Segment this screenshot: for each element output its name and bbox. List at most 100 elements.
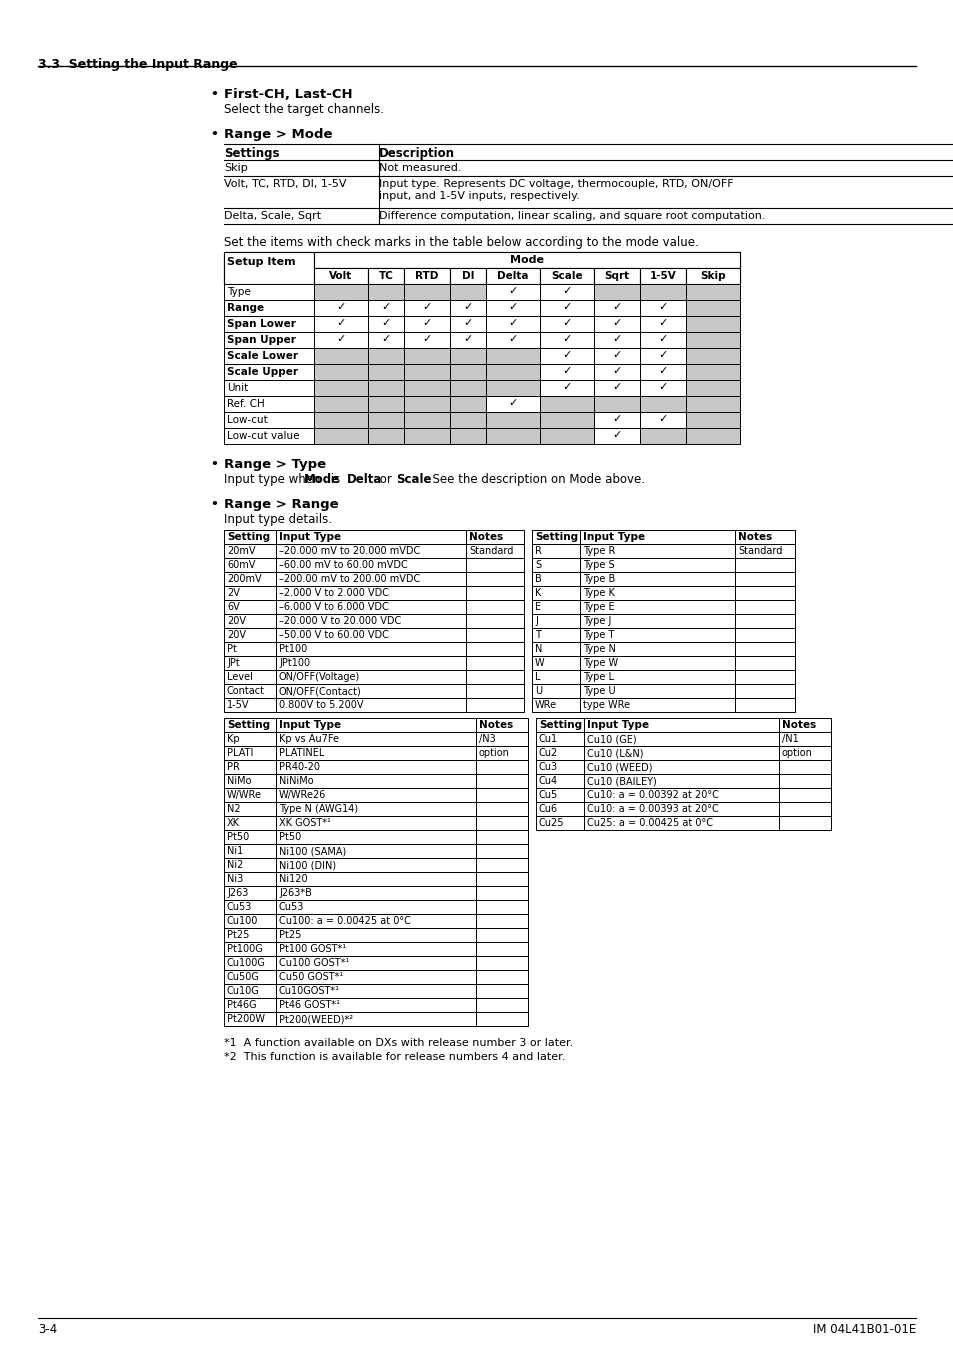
Bar bbox=[368, 412, 403, 428]
Bar bbox=[368, 332, 403, 348]
Bar bbox=[476, 802, 527, 815]
Bar bbox=[485, 300, 539, 316]
Bar bbox=[594, 300, 639, 316]
Text: Span Lower: Span Lower bbox=[227, 319, 295, 329]
Text: W: W bbox=[535, 657, 544, 668]
Bar bbox=[639, 348, 685, 364]
Bar bbox=[224, 998, 275, 1012]
Text: Input Type: Input Type bbox=[582, 532, 644, 541]
Bar bbox=[532, 628, 579, 643]
Text: /N3: /N3 bbox=[478, 734, 496, 744]
Bar bbox=[275, 760, 476, 774]
Bar bbox=[275, 942, 476, 956]
Bar bbox=[224, 747, 275, 760]
Text: –200.00 mV to 200.00 mVDC: –200.00 mV to 200.00 mVDC bbox=[278, 574, 420, 585]
Bar bbox=[275, 971, 476, 984]
Bar bbox=[224, 599, 275, 614]
Bar bbox=[639, 300, 685, 316]
Text: N2: N2 bbox=[227, 805, 240, 814]
Bar bbox=[734, 643, 794, 656]
Bar bbox=[485, 269, 539, 284]
Text: Pt100: Pt100 bbox=[278, 644, 307, 653]
Bar bbox=[685, 284, 740, 300]
Bar bbox=[539, 428, 594, 444]
Bar bbox=[275, 643, 465, 656]
Text: T: T bbox=[535, 630, 540, 640]
Text: ✓: ✓ bbox=[561, 350, 571, 360]
Text: ✓: ✓ bbox=[612, 350, 621, 360]
Text: Ni1: Ni1 bbox=[227, 846, 243, 856]
Text: Kp vs Au7Fe: Kp vs Au7Fe bbox=[278, 734, 338, 744]
Text: Settings: Settings bbox=[224, 147, 279, 161]
Bar bbox=[275, 531, 465, 544]
Text: is: is bbox=[327, 472, 344, 486]
Text: RTD: RTD bbox=[415, 271, 438, 281]
Text: input, and 1-5V inputs, respectively.: input, and 1-5V inputs, respectively. bbox=[378, 190, 579, 201]
Bar bbox=[476, 971, 527, 984]
Bar bbox=[734, 656, 794, 670]
Bar bbox=[275, 558, 465, 572]
Bar bbox=[403, 348, 450, 364]
Text: W/WRe: W/WRe bbox=[227, 790, 262, 801]
Text: B: B bbox=[535, 574, 541, 585]
Bar bbox=[465, 628, 523, 643]
Bar bbox=[224, 656, 275, 670]
Text: 20V: 20V bbox=[227, 616, 246, 626]
Text: Cu50 GOST*¹: Cu50 GOST*¹ bbox=[278, 972, 343, 981]
Bar bbox=[314, 252, 740, 269]
Text: Pt200(WEED)*²: Pt200(WEED)*² bbox=[278, 1014, 353, 1025]
Bar bbox=[368, 269, 403, 284]
Bar bbox=[224, 628, 275, 643]
Bar bbox=[224, 300, 314, 316]
Bar bbox=[539, 396, 594, 412]
Text: Range > Range: Range > Range bbox=[224, 498, 338, 512]
Bar bbox=[403, 396, 450, 412]
Text: Cu10: a = 0.00393 at 20°C: Cu10: a = 0.00393 at 20°C bbox=[586, 805, 718, 814]
Text: ✓: ✓ bbox=[658, 414, 667, 424]
Text: Input type. Represents DC voltage, thermocouple, RTD, ON/OFF: Input type. Represents DC voltage, therm… bbox=[378, 180, 733, 189]
Bar bbox=[639, 364, 685, 379]
Text: ✓: ✓ bbox=[612, 414, 621, 424]
Text: J: J bbox=[535, 616, 537, 626]
Bar bbox=[685, 428, 740, 444]
Bar bbox=[224, 718, 275, 732]
Text: Notes: Notes bbox=[478, 720, 513, 730]
Bar bbox=[368, 379, 403, 396]
Bar bbox=[275, 900, 476, 914]
Text: ✓: ✓ bbox=[612, 431, 621, 440]
Bar bbox=[583, 732, 779, 747]
Bar bbox=[579, 628, 734, 643]
Bar bbox=[314, 412, 368, 428]
Text: type WRe: type WRe bbox=[582, 701, 630, 710]
Bar bbox=[536, 774, 583, 788]
Bar bbox=[639, 284, 685, 300]
Text: Input type details.: Input type details. bbox=[224, 513, 332, 526]
Bar bbox=[224, 942, 275, 956]
Bar bbox=[685, 316, 740, 332]
Bar bbox=[594, 364, 639, 379]
Bar bbox=[275, 859, 476, 872]
Bar bbox=[594, 316, 639, 332]
Bar bbox=[275, 774, 476, 788]
Bar bbox=[639, 316, 685, 332]
Text: Type S: Type S bbox=[582, 560, 614, 570]
Bar bbox=[314, 316, 368, 332]
Text: N: N bbox=[535, 644, 542, 653]
Text: Cu53: Cu53 bbox=[227, 902, 253, 913]
Bar bbox=[579, 684, 734, 698]
Bar bbox=[539, 332, 594, 348]
Text: Delta: Delta bbox=[497, 271, 528, 281]
Bar bbox=[579, 572, 734, 586]
Bar bbox=[275, 732, 476, 747]
Text: Type W: Type W bbox=[582, 657, 618, 668]
Text: ✓: ✓ bbox=[463, 319, 472, 328]
Bar bbox=[639, 428, 685, 444]
Bar bbox=[734, 531, 794, 544]
Text: ✓: ✓ bbox=[508, 319, 517, 328]
Bar bbox=[532, 531, 579, 544]
Text: First-CH, Last-CH: First-CH, Last-CH bbox=[224, 88, 353, 101]
Text: Ni2: Ni2 bbox=[227, 860, 243, 869]
Text: Type E: Type E bbox=[582, 602, 614, 612]
Bar bbox=[314, 284, 368, 300]
Text: Set the items with check marks in the table below according to the mode value.: Set the items with check marks in the ta… bbox=[224, 236, 698, 248]
